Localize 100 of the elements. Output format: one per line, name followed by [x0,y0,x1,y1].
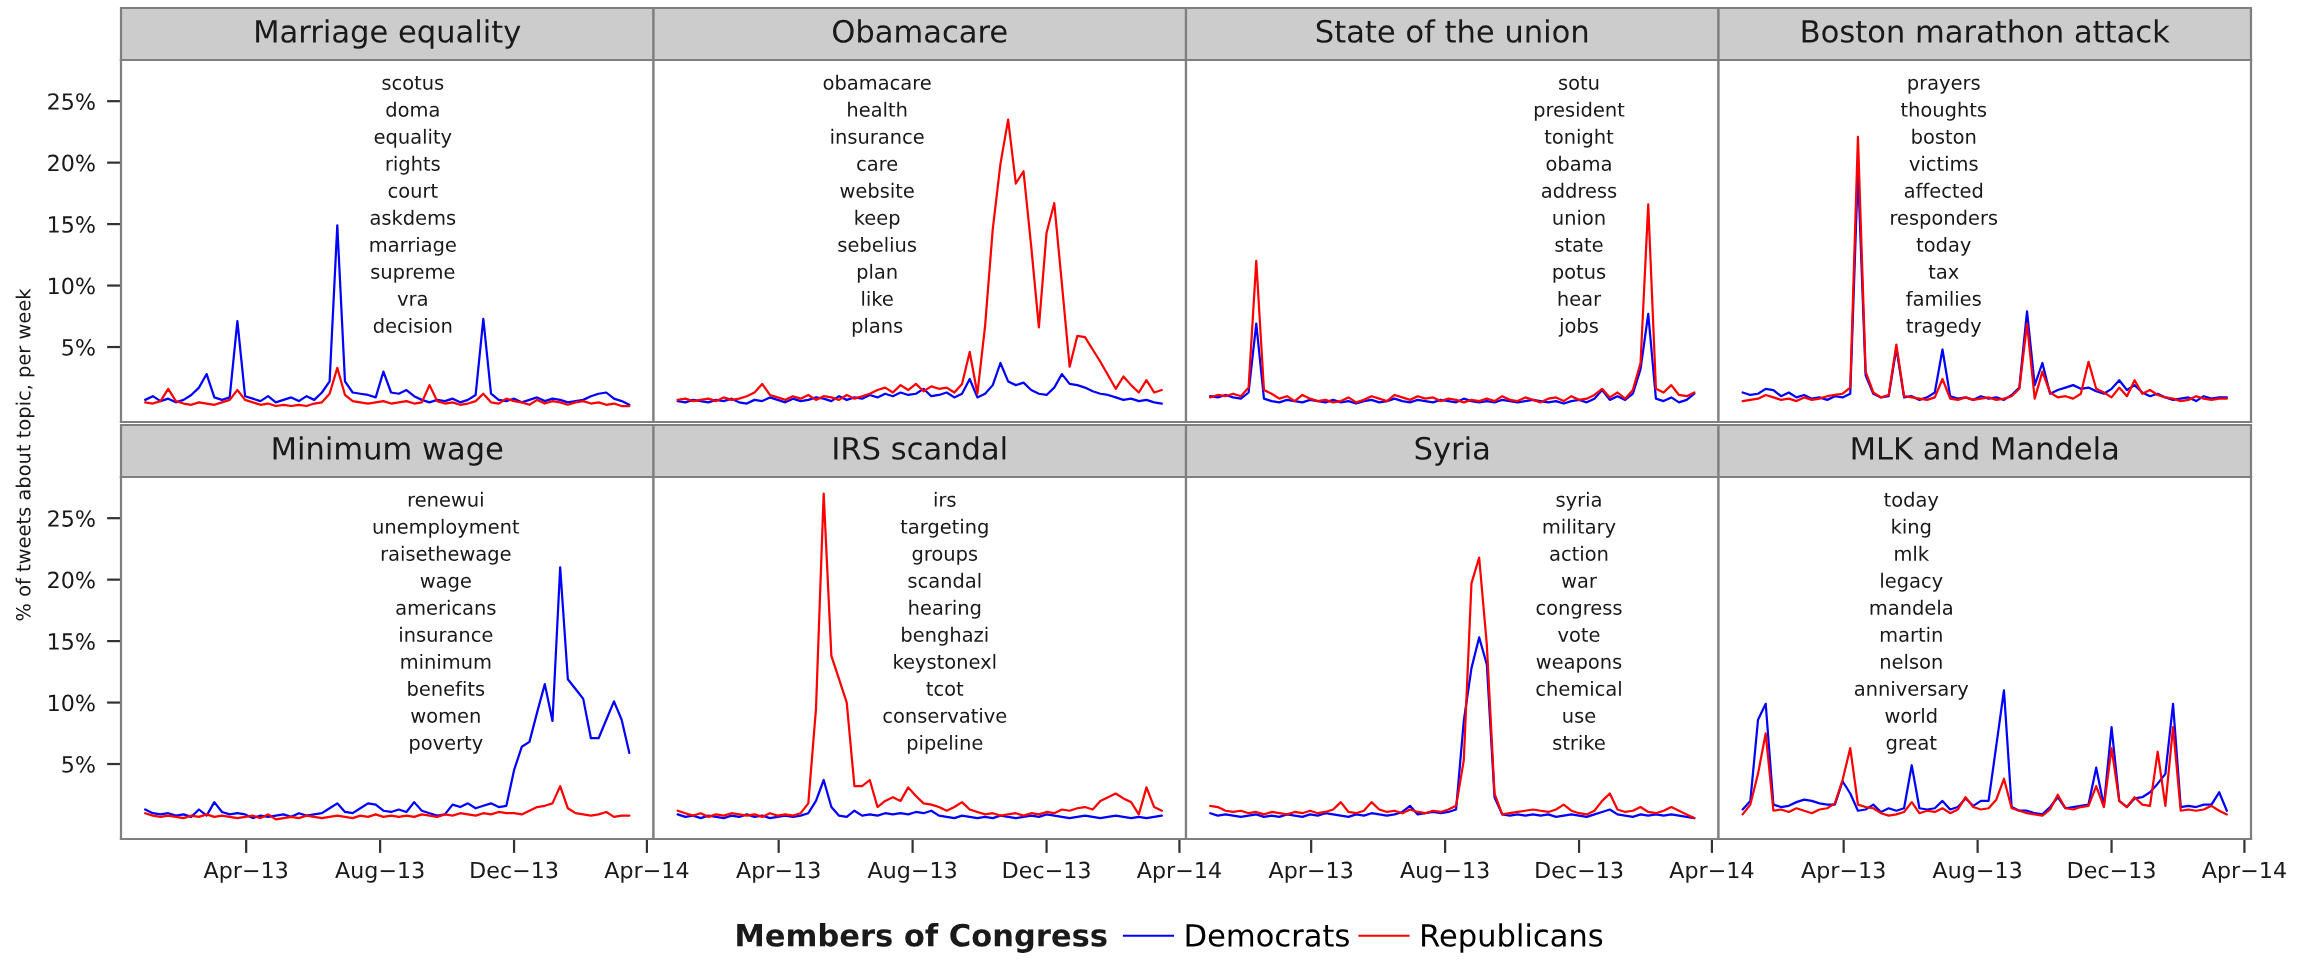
annotation: scotus [382,75,444,90]
annotation: insurance [831,128,924,144]
annotation: pipeline [907,734,983,754]
annotation: tragedy [1906,317,1982,337]
annotation: court [388,183,438,198]
annotation: vra [397,294,427,306]
annotation: health [848,101,907,117]
x-tick-label: Dec−13 [2068,861,2155,879]
y-tick-label: 25% [48,93,95,110]
annotation: nelson [1881,653,1942,669]
legend-label: Republicans [1422,923,1603,953]
annotation: congress [1536,603,1622,619]
annotation: wage [420,576,471,592]
annotation: thoughts [1900,101,1987,121]
x-tick-label: Apr−13 [1801,861,1885,883]
annotation: sebelius [838,236,917,252]
annotation: legacy [1881,572,1943,592]
annotation: benghazi [902,626,988,646]
annotation: obama [1546,155,1611,171]
annotation: doma [386,101,439,117]
annotation: mandela [1870,599,1952,615]
x-tick-label: Dec−13 [1003,861,1090,879]
annotation: unemployment [373,518,520,538]
chart-title: Minimum wage [273,436,503,466]
legend-title: Members of Congress [737,923,1107,953]
annotation: women [411,711,480,723]
chart-title: IRS scandal [834,436,1006,460]
x-tick-label: Apr−13 [1268,861,1353,883]
annotation: renewui [408,491,483,507]
annotation: use [1563,711,1596,723]
x-tick-label: Aug−13 [335,861,424,883]
annotation: action [1550,545,1608,561]
annotation: groups [912,549,978,565]
y-tick-label: 10% [49,694,95,712]
x-tick-label: Apr−14 [1669,861,1754,883]
annotation: supreme [371,267,455,283]
y-tick-label: 5% [62,755,95,773]
annotation: decision [373,317,452,333]
y-tick-label: 10% [49,277,95,295]
line-series [144,366,631,408]
annotation: website [840,182,914,198]
annotation: tax [1928,265,1959,279]
x-tick-label: Apr−13 [736,861,820,883]
annotation: minimum [401,653,491,669]
annotation: military [1543,518,1616,538]
line-series [144,224,631,406]
annotation: weapons [1536,657,1622,673]
annotation: americans [396,599,496,615]
annotation: benefits [408,680,485,696]
annotation: marriage [370,236,456,256]
annotation: irs [934,491,956,507]
annotation: rights [386,155,440,175]
annotation: syria [1556,491,1601,511]
annotation: union [1553,209,1605,225]
annotation: targeting [900,518,988,538]
annotation: tcot [926,682,964,696]
annotation: affected [1904,182,1983,198]
annotation: world [1885,707,1937,723]
x-tick-label: Apr−14 [604,861,689,883]
annotation: keystonexl [894,653,996,673]
chart-title: Boston marathon attack [1802,19,2170,43]
annotation: hear [1558,290,1602,306]
annotation: strike [1553,734,1605,750]
chart-title: Obamacare [833,19,1007,43]
x-tick-label: Aug−13 [1932,861,2021,883]
x-tick-label: Apr−13 [203,861,288,883]
annotation: obamacare [823,74,931,90]
annotation: victims [1909,155,1978,171]
y-tick-label: 15% [49,633,95,650]
x-tick-label: Aug−13 [867,861,956,883]
annotation: raisethewage [381,545,511,565]
annotation: great [1886,736,1937,754]
annotation: today [1884,491,1939,511]
annotation: plan [857,263,897,283]
annotation: today [1916,236,1971,256]
annotation: tonight [1544,128,1614,148]
annotation: anniversary [1854,680,1969,700]
annotation: sotu [1559,75,1599,90]
annotation: chemical [1536,680,1621,696]
y-tick-label: 25% [48,510,95,527]
chart-title: Syria [1415,436,1489,466]
annotation: prayers [1908,78,1980,94]
x-tick-label: Dec−13 [1536,861,1623,879]
annotation: address [1541,182,1617,198]
annotation: king [1892,518,1931,538]
annotation: keep [855,209,900,229]
chart-title: Marriage equality [256,19,521,49]
annotation: conservative [883,707,1007,723]
annotation: like [862,290,893,306]
x-tick-label: Apr−14 [1136,861,1221,883]
annotation: families [1906,290,1981,306]
annotation: war [1561,576,1597,588]
y-tick-label: 15% [49,216,95,233]
x-tick-label: Apr−14 [2201,861,2286,883]
annotation: care [857,159,898,171]
annotation: potus [1553,265,1606,283]
annotation: vote [1558,627,1600,642]
annotation: insurance [400,626,493,642]
annotation: poverty [410,736,483,754]
annotation: equality [374,128,452,148]
